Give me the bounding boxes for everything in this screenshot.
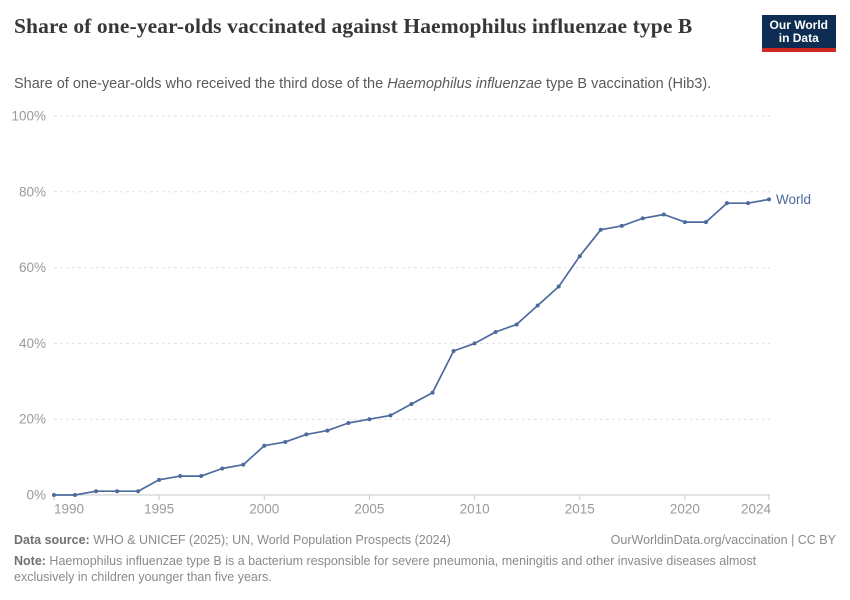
source-row: Data source: WHO & UNICEF (2025); UN, Wo… — [14, 532, 836, 548]
line-chart: 0% 20% 40% 60% 80% 100% 1990 1995 2000 2005 2010 20… — [11, 109, 811, 517]
data-point — [430, 390, 435, 395]
x-tick-label: 1995 — [144, 502, 174, 517]
x-tick-label: 2000 — [249, 502, 279, 517]
chart-header: Share of one-year-olds vaccinated agains… — [14, 12, 836, 52]
y-tick-label: 60% — [19, 260, 46, 275]
data-point — [325, 428, 330, 433]
data-point — [241, 462, 246, 467]
data-point — [304, 432, 309, 437]
data-point — [682, 220, 687, 225]
y-tick-label: 40% — [19, 336, 46, 351]
data-point — [767, 197, 771, 202]
note-label: Note: — [14, 554, 46, 568]
note-text: Haemophilus influenzae type B is a bacte… — [14, 554, 757, 584]
y-tick-label: 20% — [19, 412, 46, 427]
x-tick-label: 2020 — [670, 502, 700, 517]
data-source-label: Data source: — [14, 533, 90, 547]
owid-logo-line1: Our World — [769, 18, 828, 32]
y-tick-label: 0% — [26, 488, 46, 503]
data-point — [199, 474, 204, 479]
data-point — [409, 402, 414, 407]
x-tick-label: 2015 — [565, 502, 595, 517]
data-point — [577, 254, 582, 259]
chart-title: Share of one-year-olds vaccinated agains… — [14, 14, 693, 38]
data-point — [157, 477, 162, 482]
data-point — [367, 417, 372, 422]
data-point — [94, 489, 99, 494]
data-source-text: WHO & UNICEF (2025); UN, World Populatio… — [89, 533, 451, 547]
data-point — [661, 212, 666, 217]
data-point — [724, 201, 729, 206]
series-line-world — [53, 198, 770, 496]
chart-note: Note: Haemophilus influenzae type B is a… — [14, 553, 792, 585]
subtitle-text: Share of one-year-olds who received the … — [14, 76, 388, 92]
data-point — [346, 420, 351, 425]
data-point — [451, 348, 456, 353]
x-tick-label: 2005 — [354, 502, 384, 517]
data-point — [640, 216, 645, 221]
owid-url-license[interactable]: OurWorldinData.org/vaccination | CC BY — [610, 533, 836, 547]
data-point — [514, 322, 519, 327]
chart-footer: Data source: WHO & UNICEF (2025); UN, Wo… — [14, 532, 836, 585]
data-point — [136, 489, 141, 494]
subtitle-italic-text: Haemophilus influenzae — [387, 76, 542, 92]
owid-logo[interactable]: Our World in Data — [761, 15, 836, 52]
data-point — [283, 439, 288, 444]
data-point — [73, 493, 78, 497]
data-point — [178, 474, 183, 479]
chart-subtitle: Share of one-year-olds who received the … — [14, 76, 711, 92]
data-point — [556, 284, 561, 289]
data-point — [262, 443, 267, 448]
series-label-world: World — [776, 192, 811, 207]
data-source: Data source: WHO & UNICEF (2025); UN, Wo… — [14, 532, 451, 548]
data-point — [619, 223, 624, 228]
subtitle-suffix-text: type B vaccination (Hib3). — [541, 76, 712, 92]
data-point — [388, 413, 393, 418]
data-point — [472, 341, 477, 346]
y-tick-label: 100% — [11, 109, 46, 124]
data-point — [703, 220, 708, 225]
data-point — [535, 303, 540, 308]
data-point — [115, 489, 120, 494]
data-point — [52, 493, 56, 497]
owid-logo-line2: in Data — [778, 31, 819, 45]
data-point — [220, 466, 225, 471]
data-point — [745, 201, 750, 206]
x-tick-label: 2024 — [741, 502, 772, 517]
x-tick-label: 2010 — [460, 502, 490, 517]
data-point — [598, 227, 603, 232]
data-point — [493, 330, 498, 335]
y-tick-label: 80% — [19, 184, 46, 199]
x-tick-label: 1990 — [54, 502, 84, 517]
